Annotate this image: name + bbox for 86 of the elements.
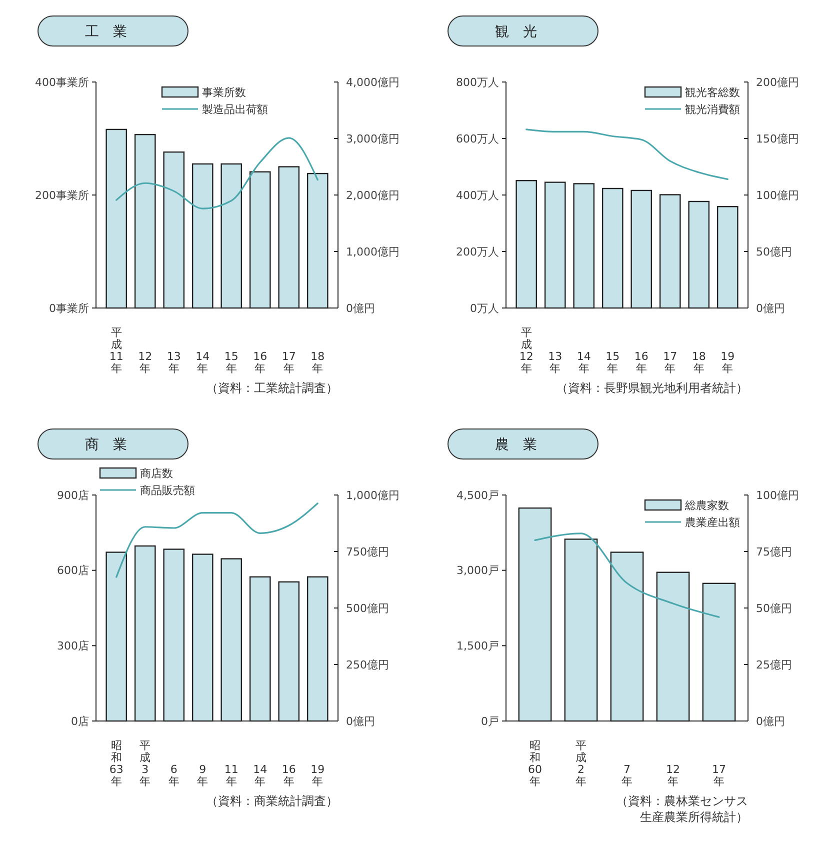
y2-tick-label: 0億円 [346, 714, 375, 728]
y-tick-label: 1,500戸 [456, 640, 499, 653]
x-tick-label: 19年 [310, 763, 325, 788]
y2-tick-label: 2,000億円 [346, 188, 400, 202]
legend-label: 商品販売額 [140, 484, 195, 497]
y-tick-label: 0事業所 [49, 302, 89, 315]
y-tick-label: 300店 [57, 640, 89, 653]
chart-title: 農業 [495, 437, 551, 453]
line-series [116, 502, 318, 578]
y2-tick-label: 0億円 [346, 302, 375, 315]
x-tick-label: 16年 [253, 350, 268, 375]
x-tick-label: 17年 [282, 350, 296, 375]
y2-tick-label: 200億円 [756, 76, 799, 89]
y2-tick-label: 25億円 [756, 658, 792, 672]
chart-title: 商業 [85, 437, 141, 453]
x-tick-label: 6年 [168, 763, 180, 788]
x-tick-label: 12年 [666, 763, 680, 788]
y-tick-label: 600店 [57, 564, 89, 578]
text: 生産農業所得統計） [640, 810, 748, 824]
line-series [116, 137, 318, 210]
y2-tick-label: 3,000億円 [346, 132, 400, 146]
y2-tick-label: 100億円 [756, 188, 799, 202]
y2-tick-label: 100億円 [756, 488, 799, 502]
y2-tick-label: 4,000億円 [346, 76, 400, 89]
y-tick-label: 0万人 [470, 302, 499, 315]
legend-label: 農業産出額 [685, 516, 740, 529]
y-tick-label: 0戸 [481, 714, 499, 728]
legend-label: 観光消費額 [685, 102, 740, 116]
x-tick-label: 13年 [548, 350, 562, 375]
y2-tick-label: 750億円 [346, 545, 389, 558]
x-tick-label: 平成2年 [576, 739, 586, 788]
x-tick-label: 12年 [138, 350, 152, 375]
x-tick-label: 7年 [622, 763, 632, 788]
y-tick-label: 400万人 [456, 188, 499, 202]
y-tick-label: 200万人 [456, 245, 499, 258]
text: （資料：農林業センサス [616, 794, 748, 808]
y-tick-label: 600万人 [456, 132, 499, 146]
y2-tick-label: 1,000億円 [346, 488, 400, 502]
x-tick-label: 15年 [606, 350, 620, 375]
text: （資料：商業統計調査） [206, 794, 338, 808]
y2-tick-label: 250億円 [346, 658, 389, 672]
x-tick-label: 19年 [720, 350, 735, 375]
legend-label: 事業所数 [202, 86, 246, 99]
chart-title: 観光 [495, 24, 551, 40]
y2-tick-label: 75億円 [756, 545, 792, 558]
chart-title: 工業 [85, 24, 141, 40]
y-tick-label: 4,500戸 [456, 488, 499, 502]
x-tick-label: 昭和63年 [109, 739, 124, 788]
y2-tick-label: 150億円 [756, 132, 799, 146]
y-tick-label: 0店 [71, 714, 89, 728]
x-tick-label: 18年 [692, 350, 706, 375]
x-tick-label: 平成12年 [519, 326, 534, 375]
x-tick-label: 18年 [310, 350, 325, 375]
legend-label: 総農家数 [684, 498, 729, 512]
y2-tick-label: 500億円 [346, 602, 389, 615]
legend-label: 商店数 [140, 466, 173, 480]
x-tick-label: 昭和60年 [528, 739, 542, 788]
x-tick-label: 16年 [282, 763, 296, 788]
x-tick-label: 9年 [197, 763, 208, 788]
y2-tick-label: 0億円 [756, 302, 785, 315]
x-tick-label: 14年 [196, 350, 210, 375]
y-tick-label: 800万人 [456, 76, 499, 89]
line-series [526, 128, 728, 180]
x-tick-label: 14年 [253, 763, 268, 788]
y2-tick-label: 50億円 [756, 602, 792, 615]
y-tick-label: 200事業所 [35, 188, 89, 202]
x-tick-label: 16年 [634, 350, 648, 375]
text: （資料：長野県観光地利用者統計） [556, 381, 748, 395]
x-tick-label: 17年 [663, 350, 678, 375]
x-tick-label: 13年 [166, 350, 181, 375]
x-tick-label: 14年 [576, 350, 591, 375]
y2-tick-label: 0億円 [756, 714, 785, 728]
y-tick-label: 400事業所 [35, 76, 89, 89]
x-tick-label: 11年 [224, 763, 238, 788]
x-tick-label: 平成3年 [140, 739, 151, 788]
line-series [534, 532, 720, 618]
text: （資料：工業統計調査） [206, 381, 338, 395]
x-tick-label: 平成11年 [109, 326, 124, 375]
x-tick-label: 17年 [712, 763, 726, 788]
x-tick-label: 15年 [224, 350, 238, 375]
legend-label: 観光客総数 [685, 86, 740, 99]
y-tick-label: 3,000戸 [456, 564, 499, 578]
legend-label: 製造品出荷額 [202, 102, 268, 116]
y2-tick-label: 50億円 [756, 245, 792, 258]
y-tick-label: 900店 [57, 488, 89, 502]
y2-tick-label: 1,000億円 [346, 245, 400, 258]
